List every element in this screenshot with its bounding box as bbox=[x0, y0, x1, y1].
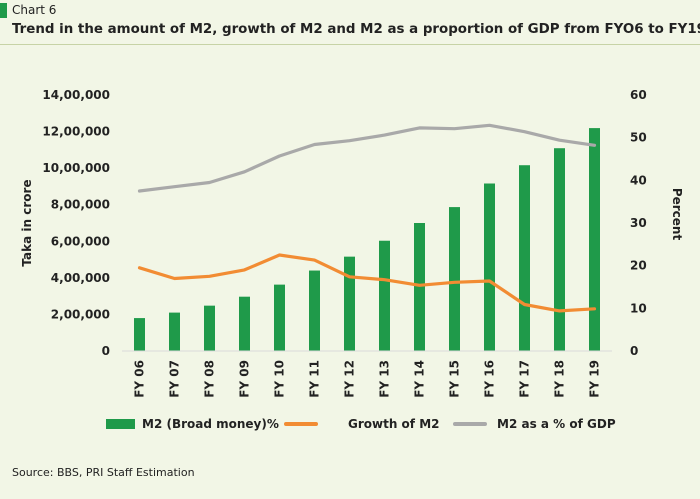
y-tick-label: 8,00,000 bbox=[51, 198, 110, 212]
x-tick-label: FY 19 bbox=[588, 360, 602, 398]
bar bbox=[169, 312, 180, 351]
x-tick-label: FY 13 bbox=[378, 360, 392, 398]
x-tick-label: FY 16 bbox=[483, 360, 497, 398]
legend: M2 (Broad money)% Growth of M2 M2 as a % o… bbox=[106, 417, 616, 431]
y-axis-label: Taka in crore bbox=[20, 179, 34, 266]
y-tick-label: 12,00,000 bbox=[42, 125, 110, 139]
chart-title: Trend in the amount of M2, growth of M2 … bbox=[12, 22, 700, 37]
chart-number-label: Chart 6 bbox=[12, 3, 57, 17]
y2-tick-label: 50 bbox=[630, 131, 647, 145]
x-tick-label: FY 18 bbox=[553, 360, 567, 398]
legend-swatch-bar bbox=[106, 419, 135, 429]
bar bbox=[239, 296, 250, 351]
y2-tick-label: 60 bbox=[630, 88, 647, 102]
y-tick-label: 6,00,000 bbox=[51, 234, 110, 248]
bar bbox=[309, 270, 320, 351]
bar bbox=[554, 148, 565, 351]
y2-tick-label: 40 bbox=[630, 173, 647, 187]
y2-tick-label: 0 bbox=[630, 344, 638, 358]
bar bbox=[344, 256, 355, 351]
y-tick-label: 2,00,000 bbox=[51, 307, 110, 321]
x-tick-label: FY 11 bbox=[308, 360, 322, 398]
y-tick-label: 4,00,000 bbox=[51, 271, 110, 285]
gdp-ratio-line bbox=[137, 123, 597, 193]
y-tick-label: 0 bbox=[102, 344, 110, 358]
bar bbox=[449, 207, 460, 351]
legend-label: M2 (Broad money)% bbox=[142, 417, 279, 431]
x-tick-label: FY 06 bbox=[133, 360, 147, 398]
x-tick-label: FY 08 bbox=[203, 360, 217, 398]
x-tick-label: FY 14 bbox=[413, 360, 427, 398]
bar bbox=[274, 284, 285, 351]
x-tick-label: FY 09 bbox=[238, 360, 252, 398]
growth-line bbox=[137, 253, 597, 313]
left-axis-ticks: 0 2,00,000 4,00,000 6,00,000 8,00,000 10,00,0… bbox=[42, 88, 110, 358]
bar bbox=[134, 318, 145, 351]
y-tick-label: 10,00,000 bbox=[42, 161, 110, 175]
y-tick-label: 14,00,000 bbox=[42, 88, 110, 102]
y2-tick-label: 30 bbox=[630, 216, 647, 230]
header-divider bbox=[0, 44, 700, 45]
x-axis-ticks: FY 06 FY 07 FY 08 FY 09 FY 10 FY 11 FY 12 FY 13… bbox=[133, 360, 602, 398]
bar bbox=[589, 128, 600, 351]
legend-label: M2 as a % of GDP bbox=[497, 417, 616, 431]
bar-series bbox=[134, 128, 600, 351]
header-accent-bar bbox=[0, 3, 7, 18]
bar bbox=[519, 165, 530, 351]
legend-label: Growth of M2 bbox=[348, 417, 440, 431]
y2-axis-label: Percent bbox=[670, 188, 684, 241]
bar bbox=[204, 305, 215, 351]
line-series bbox=[137, 123, 597, 313]
x-tick-label: FY 10 bbox=[273, 360, 287, 398]
bar bbox=[484, 183, 495, 351]
right-axis-ticks: 0 10 20 30 40 50 60 bbox=[630, 88, 647, 358]
y2-tick-label: 20 bbox=[630, 259, 647, 273]
x-tick-label: FY 12 bbox=[343, 360, 357, 398]
x-tick-label: FY 15 bbox=[448, 360, 462, 398]
x-tick-label: FY 07 bbox=[168, 360, 182, 398]
y2-tick-label: 10 bbox=[630, 301, 647, 315]
x-tick-label: FY 17 bbox=[518, 360, 532, 398]
bar bbox=[414, 223, 425, 351]
source-note: Source: BBS, PRI Staff Estimation bbox=[12, 466, 195, 479]
bar bbox=[379, 240, 390, 351]
